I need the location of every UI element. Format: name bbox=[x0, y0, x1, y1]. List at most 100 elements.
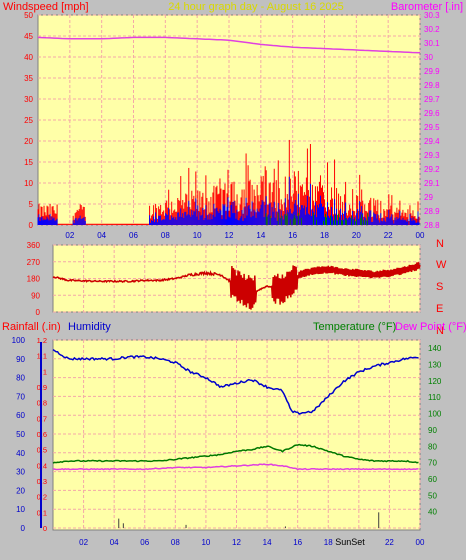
windspeed-tick-label: 25 bbox=[24, 116, 33, 125]
wind-direction-line bbox=[52, 262, 421, 310]
barometer-tick-label: 29.1 bbox=[424, 179, 440, 188]
chart-title: 24 hour graph day - August 16 2025 bbox=[168, 1, 344, 13]
barometer-tick-label: 30 bbox=[424, 53, 433, 62]
barometer-axis-label: Barometer [.in] bbox=[391, 1, 463, 13]
time-tick-label: 08 bbox=[171, 538, 180, 547]
time-tick-label: 00 bbox=[416, 538, 425, 547]
humidity-line bbox=[52, 348, 419, 415]
barometer-tick-label: 29 bbox=[424, 193, 433, 202]
time-tick-label: 12 bbox=[225, 231, 234, 240]
barometer-tick-label: 30.3 bbox=[424, 11, 440, 20]
temperature-tick-label: 110 bbox=[428, 393, 441, 402]
direction-tick-label: 90 bbox=[31, 291, 40, 300]
direction-tick-label: 0 bbox=[36, 308, 41, 317]
time-tick-label: 06 bbox=[140, 538, 149, 547]
humidity-tick-label: 70 bbox=[16, 392, 25, 401]
barometer-tick-label: 29.5 bbox=[424, 123, 440, 132]
barometer-tick-label: 28.9 bbox=[424, 207, 440, 216]
direction-tick-label: 270 bbox=[27, 258, 41, 267]
humidity-tick-label: 90 bbox=[16, 355, 25, 364]
windspeed-axis-label: Windspeed [mph] bbox=[3, 1, 89, 13]
wind-barometer-panel: 0 5 10 15 20 25 30 35 40 45 50 28.8 28.9 29 29.1 29.2 2… bbox=[24, 11, 440, 240]
humidity-tick-label: 30 bbox=[16, 468, 25, 477]
temperature-tick-label: 60 bbox=[428, 475, 437, 484]
windspeed-tick-label: 50 bbox=[24, 11, 33, 20]
dewpoint-line bbox=[52, 463, 419, 471]
humidity-tick-label: 20 bbox=[16, 486, 25, 495]
humidity-tick-label: 100 bbox=[12, 336, 26, 345]
rainfall-tick-label: 0 bbox=[43, 524, 47, 533]
direction-tick-label: 360 bbox=[27, 241, 41, 250]
humidity-tick-label: 40 bbox=[16, 449, 25, 458]
time-tick-label: 08 bbox=[161, 231, 170, 240]
dewpoint-axis-label: Dew Point (°F) bbox=[395, 321, 466, 333]
rainfall-tick-label: 1 bbox=[43, 367, 47, 376]
time-tick-label: 06 bbox=[129, 231, 138, 240]
barometer-line bbox=[37, 36, 421, 54]
barometer-tick-label: 29.9 bbox=[424, 67, 440, 76]
windspeed-tick-label: 0 bbox=[29, 221, 34, 230]
compass-label: W bbox=[436, 259, 447, 271]
time-tick-label: 10 bbox=[193, 231, 202, 240]
barometer-tick-label: 28.8 bbox=[424, 221, 440, 230]
time-tick-label: 18 bbox=[320, 231, 329, 240]
temperature-tick-label: 90 bbox=[428, 426, 437, 435]
humidity-tick-label: 60 bbox=[16, 411, 25, 420]
time-tick-label: 14 bbox=[256, 231, 265, 240]
barometer-tick-label: 29.3 bbox=[424, 151, 440, 160]
time-tick-label: 10 bbox=[201, 538, 210, 547]
time-tick-label: 02 bbox=[65, 231, 74, 240]
windspeed-tick-label: 40 bbox=[24, 53, 33, 62]
windspeed-tick-label: 10 bbox=[24, 179, 33, 188]
humidity-tick-label: 0 bbox=[21, 524, 26, 533]
sunset-label: SunSet bbox=[335, 537, 365, 547]
windspeed-series bbox=[37, 139, 420, 225]
temperature-tick-label: 130 bbox=[428, 361, 442, 370]
time-tick-label: 16 bbox=[293, 538, 302, 547]
windspeed-tick-label: 15 bbox=[24, 158, 33, 167]
barometer-tick-label: 29.6 bbox=[424, 109, 440, 118]
barometer-tick-label: 29.7 bbox=[424, 95, 440, 104]
temperature-tick-label: 100 bbox=[428, 410, 442, 419]
temperature-tick-label: 120 bbox=[428, 377, 442, 386]
time-tick-label: 18 bbox=[324, 538, 333, 547]
temperature-axis-label: Temperature (°F) bbox=[313, 321, 396, 333]
barometer-tick-label: 30.1 bbox=[424, 39, 440, 48]
barometer-tick-label: 29.4 bbox=[424, 137, 440, 146]
barometer-tick-label: 29.8 bbox=[424, 81, 440, 90]
barometer-tick-label: 29.2 bbox=[424, 165, 440, 174]
temperature-tick-label: 70 bbox=[428, 459, 437, 468]
compass-label: E bbox=[436, 303, 443, 315]
temperature-tick-label: 40 bbox=[428, 508, 437, 517]
time-tick-label: 22 bbox=[385, 538, 394, 547]
time-tick-label: 16 bbox=[288, 231, 297, 240]
time-tick-label: 04 bbox=[110, 538, 119, 547]
compass-label: S bbox=[436, 281, 443, 293]
temperature-tick-label: 140 bbox=[428, 344, 442, 353]
direction-tick-label: 180 bbox=[27, 275, 41, 284]
humidity-tick-label: 50 bbox=[16, 430, 25, 439]
temperature-tick-label: 80 bbox=[428, 442, 437, 451]
rainfall-axis-label: Rainfall (.in) bbox=[2, 321, 61, 333]
temperature-line bbox=[52, 443, 419, 464]
windspeed-tick-label: 45 bbox=[24, 32, 33, 41]
time-tick-label: 00 bbox=[416, 231, 425, 240]
compass-label: N bbox=[436, 238, 444, 250]
humidity-tick-label: 80 bbox=[16, 374, 25, 383]
rainfall-tick-label: 1.2 bbox=[37, 336, 47, 345]
windspeed-tick-label: 35 bbox=[24, 74, 33, 83]
windspeed-tick-label: 5 bbox=[29, 200, 34, 209]
time-tick-label: 20 bbox=[352, 231, 361, 240]
temperature-tick-label: 50 bbox=[428, 491, 437, 500]
humidity-tick-label: 10 bbox=[16, 505, 25, 514]
time-tick-label: 02 bbox=[79, 538, 88, 547]
humidity-temperature-panel: 00.10.20.30.40.50.60.70.80.911.11.2 0102… bbox=[12, 336, 442, 547]
compass-label: N bbox=[436, 325, 444, 337]
humidity-axis-label: Humidity bbox=[68, 321, 111, 333]
barometer-tick-label: 30.2 bbox=[424, 25, 440, 34]
windspeed-tick-label: 30 bbox=[24, 95, 33, 104]
time-tick-label: 14 bbox=[263, 538, 272, 547]
time-tick-label: 12 bbox=[232, 538, 241, 547]
